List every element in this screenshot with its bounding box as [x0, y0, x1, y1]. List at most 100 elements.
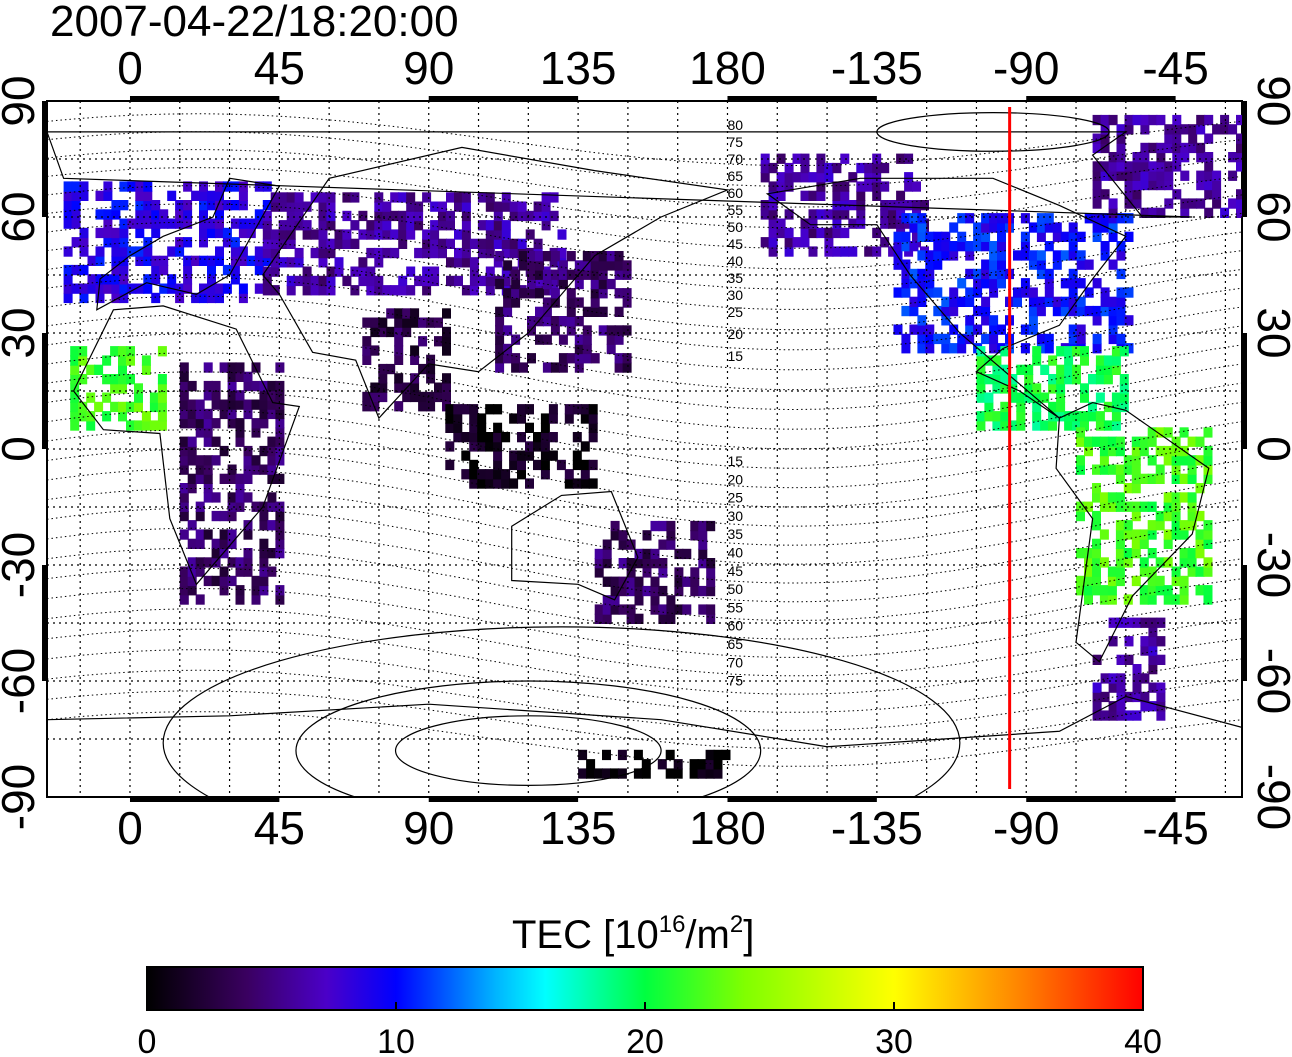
tec-cell: [1115, 501, 1125, 512]
tec-cell: [901, 305, 911, 317]
tec-cell: [1228, 170, 1238, 181]
contour-line: [47, 409, 1242, 489]
tec-cell: [572, 478, 582, 489]
tec-cell: [175, 209, 185, 220]
tec-cell: [86, 392, 96, 403]
tec-cell: [1155, 473, 1165, 484]
tec-cell: [1164, 170, 1174, 181]
tec-cell: [941, 296, 951, 307]
tec-cell: [901, 241, 911, 252]
tec-cell: [1100, 241, 1110, 252]
tec-cell: [1076, 575, 1085, 587]
tec-cell: [438, 247, 447, 259]
tec-cell: [238, 200, 248, 211]
tec-cell: [143, 209, 153, 220]
tec-cell: [509, 413, 519, 424]
tec-cell: [824, 162, 834, 174]
tec-cell: [541, 192, 551, 203]
tec-cell: [227, 529, 237, 540]
tec-cell: [251, 464, 261, 475]
tec-cell: [179, 492, 189, 503]
tec-cell: [548, 450, 558, 461]
tec-patch: [262, 192, 567, 296]
tec-cell: [574, 260, 584, 271]
tec-cell: [1156, 207, 1166, 218]
tec-cell: [1032, 346, 1042, 357]
tec-cell: [598, 251, 608, 262]
tec-cell: [904, 172, 914, 183]
tec-cell: [406, 266, 416, 277]
contour-label: 55: [727, 599, 743, 615]
frame-bar: [428, 797, 579, 802]
tec-cell: [909, 241, 919, 252]
tec-cell: [493, 469, 503, 480]
tec-cell: [1099, 464, 1109, 475]
tec-cell: [1103, 374, 1113, 385]
contour-label: 60: [727, 185, 743, 201]
tec-cell: [896, 209, 906, 220]
tec-cell: [159, 264, 169, 276]
tec-cell: [235, 390, 245, 401]
tec-cell: [382, 220, 392, 231]
tec-cell: [917, 324, 927, 335]
contour-line: [47, 390, 1242, 469]
tec-cell: [594, 548, 604, 560]
tec-cell: [267, 501, 277, 512]
tec-cell: [406, 201, 416, 212]
tec-cell: [893, 259, 903, 270]
tec-cell: [1163, 492, 1173, 503]
tec-cell: [270, 247, 280, 259]
tec-cell: [1000, 411, 1010, 422]
tec-cell: [442, 345, 451, 356]
tec-cell: [1148, 664, 1158, 675]
tec-cell: [548, 432, 558, 443]
coastline: [72, 305, 301, 586]
tec-cell: [418, 363, 428, 375]
tec-cell: [118, 355, 127, 366]
tec-cell: [1084, 445, 1093, 457]
tec-cell: [1147, 575, 1157, 587]
tec-cell: [493, 220, 503, 231]
tec-cell: [1084, 259, 1094, 270]
tec-cell: [657, 759, 667, 770]
contour-line: [47, 371, 1242, 450]
tec-cell: [580, 469, 590, 480]
tec-cell: [78, 411, 88, 422]
tec-cell: [111, 274, 121, 285]
tec-cell: [904, 246, 914, 257]
tec-cell: [414, 275, 424, 287]
tec-cell: [1156, 682, 1166, 693]
tec-cell: [618, 530, 628, 541]
tec-cell: [382, 210, 392, 222]
tec-cell: [191, 190, 201, 201]
frame-bar: [1026, 96, 1176, 101]
tec-cell: [219, 585, 229, 596]
tec-cell: [578, 749, 588, 761]
tec-cell: [580, 441, 590, 452]
tec-cell: [259, 399, 269, 410]
tec-cell: [275, 362, 285, 373]
tec-cell: [410, 308, 420, 319]
tec-cell: [602, 604, 612, 615]
tec-cell: [195, 566, 205, 577]
contour-label: 45: [727, 563, 743, 579]
tec-cell: [179, 464, 189, 475]
tec-cell: [119, 227, 129, 239]
tec-cell: [1032, 401, 1042, 413]
latitude-label: 30: [0, 307, 44, 358]
tec-cell: [211, 492, 221, 503]
tec-cell: [159, 283, 169, 294]
tec-cell: [394, 401, 404, 412]
tec-cell: [941, 343, 951, 354]
tec-cell: [183, 209, 193, 220]
tec-cell: [1164, 161, 1174, 172]
tec-cell: [222, 227, 232, 239]
tec-cell: [665, 768, 675, 779]
tec-cell: [1163, 455, 1173, 466]
tec-cell: [215, 190, 224, 201]
contour-labels: 8075706560555045403530252015152025303540…: [727, 117, 743, 689]
tec-cell: [275, 473, 285, 484]
tec-cell: [1171, 566, 1181, 577]
tec-cell: [1016, 364, 1026, 375]
tec-cell: [917, 231, 927, 242]
